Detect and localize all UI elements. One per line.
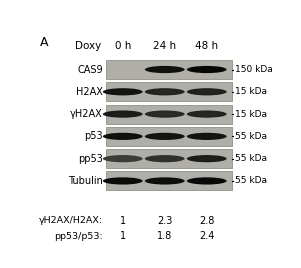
Text: 0 h: 0 h [115, 40, 131, 51]
Ellipse shape [103, 155, 143, 162]
Text: 1.8: 1.8 [157, 232, 172, 241]
Ellipse shape [195, 157, 219, 161]
Ellipse shape [187, 110, 227, 118]
Text: 150 kDa: 150 kDa [235, 65, 272, 74]
Ellipse shape [187, 66, 227, 73]
Text: 1: 1 [120, 216, 126, 226]
Ellipse shape [153, 112, 177, 116]
Ellipse shape [187, 155, 227, 162]
Bar [107, 149, 232, 168]
Bar [107, 105, 232, 124]
Text: H2AX: H2AX [76, 87, 103, 97]
Ellipse shape [145, 133, 185, 140]
Ellipse shape [103, 110, 143, 118]
Ellipse shape [111, 179, 135, 183]
Ellipse shape [187, 88, 227, 95]
Ellipse shape [103, 88, 143, 95]
Ellipse shape [153, 68, 177, 71]
Ellipse shape [145, 177, 185, 185]
Text: A: A [40, 36, 48, 49]
Ellipse shape [145, 66, 185, 73]
Ellipse shape [187, 133, 227, 140]
Text: 15 kDa: 15 kDa [235, 110, 267, 118]
Ellipse shape [145, 155, 185, 162]
Ellipse shape [111, 135, 135, 138]
Ellipse shape [145, 88, 185, 95]
Ellipse shape [195, 112, 219, 116]
Ellipse shape [153, 179, 177, 183]
Ellipse shape [153, 90, 177, 94]
Ellipse shape [145, 110, 185, 118]
Text: p53: p53 [84, 131, 103, 142]
Ellipse shape [103, 177, 143, 185]
Text: Tubulin: Tubulin [68, 176, 103, 186]
Text: 15 kDa: 15 kDa [235, 87, 267, 96]
Bar [107, 172, 232, 191]
Bar [107, 82, 232, 101]
Text: 55 kDa: 55 kDa [235, 176, 267, 185]
Text: 55 kDa: 55 kDa [235, 154, 267, 163]
Text: γH2AX: γH2AX [70, 109, 103, 119]
Text: γH2AX/H2AX:: γH2AX/H2AX: [39, 217, 103, 225]
Ellipse shape [195, 68, 219, 71]
Text: 48 h: 48 h [195, 40, 218, 51]
Ellipse shape [153, 135, 177, 138]
Text: Doxy: Doxy [75, 40, 101, 51]
Text: 24 h: 24 h [153, 40, 176, 51]
Text: 2.8: 2.8 [199, 216, 214, 226]
Text: 2.4: 2.4 [199, 232, 214, 241]
Ellipse shape [111, 90, 135, 94]
Ellipse shape [195, 179, 219, 183]
Text: CAS9: CAS9 [77, 65, 103, 75]
Ellipse shape [195, 135, 219, 138]
Text: pp53: pp53 [78, 154, 103, 164]
Bar [107, 60, 232, 79]
Bar [107, 127, 232, 146]
Text: 55 kDa: 55 kDa [235, 132, 267, 141]
Ellipse shape [103, 133, 143, 140]
Ellipse shape [111, 112, 135, 116]
Text: 1: 1 [120, 232, 126, 241]
Ellipse shape [187, 177, 227, 185]
Text: pp53/p53:: pp53/p53: [54, 232, 103, 241]
Text: 2.3: 2.3 [157, 216, 172, 226]
Ellipse shape [195, 90, 219, 94]
